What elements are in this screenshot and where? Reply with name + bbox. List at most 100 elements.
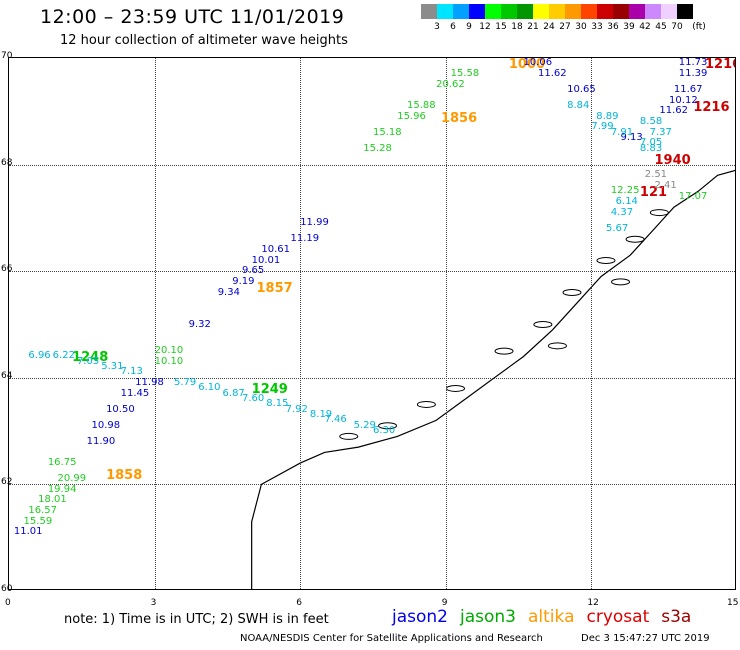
- generation-timestamp: Dec 3 15:47:27 UTC 2019: [581, 633, 710, 644]
- wave-height-value: 15.18: [373, 126, 402, 138]
- scale-swatch: [597, 4, 613, 19]
- lat-label: 64: [1, 370, 13, 381]
- wave-height-value: 7.37: [649, 126, 672, 138]
- scale-label: 21: [527, 22, 539, 32]
- scale-swatch: [533, 4, 549, 19]
- coastline-map: [251, 169, 735, 589]
- wave-height-value: 11.39: [678, 67, 708, 79]
- wave-height-value: 16.75: [47, 457, 77, 469]
- wave-height-value: 8.83: [639, 142, 663, 154]
- scale-label: 30: [575, 22, 587, 32]
- parallel-line: [9, 271, 735, 273]
- meridian-line: [154, 58, 156, 589]
- island-outline: [625, 235, 645, 243]
- lat-label: 70: [1, 51, 13, 61]
- scale-label: 36: [607, 22, 619, 32]
- wave-height-value: 6.87: [222, 387, 245, 399]
- island-outline: [547, 342, 567, 350]
- wave-height-value: 10.10: [154, 355, 184, 367]
- scale-swatch: [485, 4, 501, 19]
- wave-height-value: 15.59: [23, 515, 53, 527]
- meridian-line: [591, 58, 593, 589]
- wave-height-value: 7.91: [610, 126, 634, 138]
- scale-swatch: [565, 4, 581, 19]
- island-outline: [446, 384, 466, 392]
- map-subtitle: 12 hour collection of altimeter wave hei…: [60, 33, 348, 48]
- scale-swatch: [549, 4, 565, 19]
- lat-label: 68: [1, 157, 13, 168]
- scale-swatch: [517, 4, 533, 19]
- wave-height-value: 5.31: [101, 361, 124, 373]
- wave-height-value: 10.01: [251, 254, 281, 266]
- island-outline: [611, 278, 631, 286]
- scale-swatch: [613, 4, 629, 19]
- scale-swatch: [629, 4, 645, 19]
- wave-height-value: 11.67: [673, 83, 703, 95]
- credit-text: NOAA/NESDIS Center for Satellite Applica…: [240, 633, 543, 644]
- scale-label: 27: [559, 22, 571, 32]
- wave-height-value: 11.99: [300, 217, 329, 229]
- island-outline: [494, 347, 514, 355]
- wave-height-value: 11.98: [135, 377, 164, 389]
- wave-height-value: 6.22: [52, 350, 75, 362]
- legend-item-cryosat: cryosat: [586, 607, 650, 627]
- parallel-line: [9, 164, 735, 166]
- map-frame: 1858185718561000124812491216121619401211…: [8, 57, 736, 590]
- footer-note: note: 1) Time is in UTC; 2) SWH is in fe…: [64, 612, 329, 627]
- wave-height-value: 2.51: [644, 169, 668, 181]
- pass-time-label: 1248: [72, 350, 109, 366]
- lon-label: 12: [587, 598, 599, 608]
- scale-label: 45: [655, 22, 667, 32]
- wave-height-value: 8.84: [567, 99, 590, 111]
- wave-height-value: 18.01: [38, 494, 67, 506]
- scale-swatch: [453, 4, 469, 19]
- wave-height-value: 8.89: [596, 110, 619, 122]
- wave-height-value: 7.13: [120, 366, 143, 378]
- scale-label: 9: [466, 22, 472, 32]
- wave-height-value: 15.28: [363, 142, 392, 154]
- legend-item-jason3: jason3: [460, 607, 516, 627]
- wave-height-value: 7.92: [285, 403, 308, 415]
- wave-height-value: 11.19: [290, 233, 320, 245]
- meridian-line: [445, 58, 447, 589]
- lon-label: 9: [441, 598, 448, 608]
- norway-coastline: [251, 169, 735, 589]
- wave-height-value: 10.61: [261, 243, 290, 255]
- scale-label: 39: [623, 22, 635, 32]
- scale-swatch: [677, 4, 693, 19]
- wave-height-value: 8.15: [266, 398, 289, 410]
- wave-height-value: 8.19: [309, 409, 333, 421]
- wave-height-value: 16.57: [28, 505, 58, 517]
- parallel-line: [9, 484, 735, 486]
- wave-height-value: 9.65: [241, 265, 265, 277]
- wave-height-value: 6.96: [28, 350, 51, 362]
- wave-height-value: 20.10: [154, 345, 184, 357]
- wave-height-value: 6.14: [615, 195, 638, 207]
- wave-height-value: 10.65: [567, 83, 596, 95]
- scale-swatch: [661, 4, 677, 19]
- pass-time-label: 121: [639, 185, 668, 201]
- wave-height-value: 10.12: [669, 94, 698, 106]
- wave-height-value: 5.67: [605, 222, 629, 234]
- wave-height-value: 9.13: [620, 131, 643, 143]
- wave-height-value: 20.99: [57, 473, 87, 485]
- island-outline: [533, 321, 553, 328]
- pass-time-label: 1216: [705, 57, 735, 73]
- scale-swatch: [437, 4, 453, 19]
- wave-height-value: 19.94: [47, 483, 77, 495]
- scale-label: 42: [639, 22, 651, 32]
- island-outline: [416, 400, 436, 408]
- wave-height-value: 9.19: [232, 275, 255, 287]
- wave-height-value: 11.62: [538, 67, 567, 79]
- wave-height-value: 7.99: [591, 121, 614, 133]
- scale-swatch: [645, 4, 661, 19]
- wave-height-value: 11.01: [13, 526, 43, 538]
- lon-label: 15: [727, 598, 739, 608]
- wave-height-value: 12.25: [610, 185, 640, 197]
- wave-height-value: 8.58: [639, 115, 663, 127]
- wave-height-value: 17.07: [678, 190, 708, 202]
- wave-height-value: 7.05: [639, 137, 663, 149]
- wave-height-value: 7.46: [324, 414, 347, 426]
- map-title: 12:00 – 23:59 UTC 11/01/2019: [40, 6, 345, 28]
- wave-height-value: 10.50: [106, 403, 135, 415]
